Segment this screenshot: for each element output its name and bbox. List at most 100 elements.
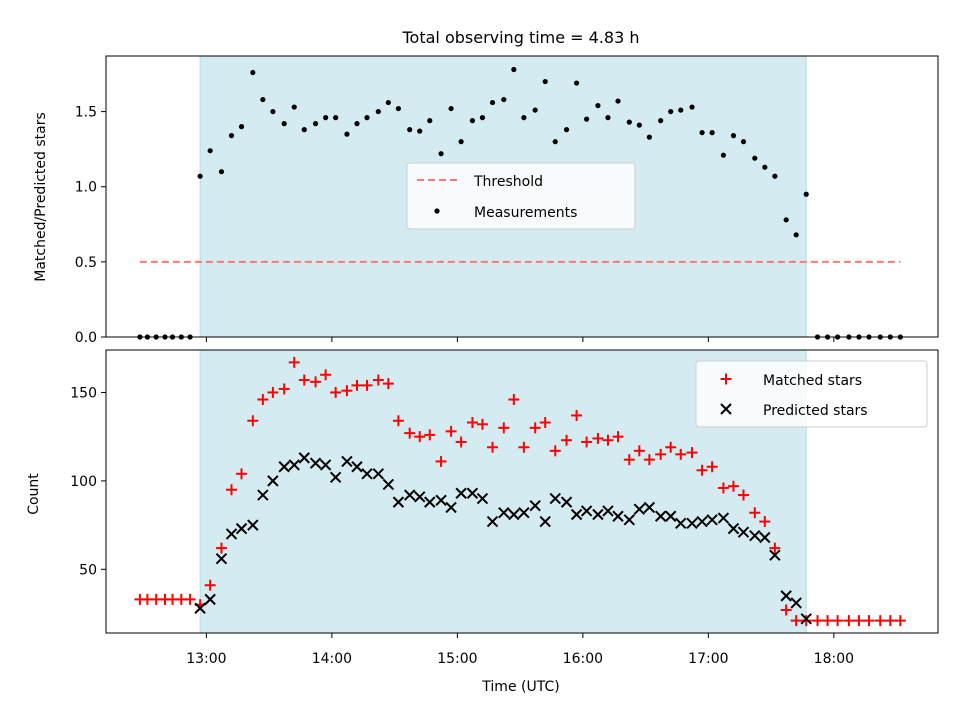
xtick-label: 15:00 — [437, 651, 477, 667]
matched-star-marker — [508, 394, 520, 406]
measurement-point — [228, 133, 235, 139]
predicted-star-marker — [341, 455, 353, 468]
matched-star-marker — [737, 489, 749, 501]
measurement-point — [479, 115, 486, 121]
matched-star-marker — [267, 386, 279, 398]
predicted-star-marker — [288, 459, 300, 471]
bottom-plot-frame — [105, 349, 939, 634]
predicted-star-marker — [706, 514, 718, 526]
measurement-point — [740, 139, 747, 145]
measurement-point — [501, 96, 507, 103]
measurement-point — [793, 232, 799, 238]
measurement-point — [552, 139, 558, 145]
xtick-label: 16:00 — [563, 651, 603, 667]
top-yticks: 0.0 0.5 1.0 1.5 — [75, 105, 106, 346]
predicted-star-marker — [570, 508, 583, 521]
matched-star-marker — [853, 615, 865, 627]
matched-star-marker — [643, 454, 655, 466]
measurement-point — [312, 121, 319, 127]
predicted-star-marker — [278, 461, 290, 473]
top-measurements-layer — [137, 66, 903, 340]
matched-star-marker — [686, 447, 698, 459]
xtick-label: 17:00 — [688, 651, 728, 667]
matched-star-marker — [822, 615, 834, 627]
measurement-point — [636, 122, 642, 128]
legend-matched-marker — [720, 373, 732, 385]
matched-star-marker — [487, 441, 499, 453]
predicted-star-marker — [435, 494, 447, 507]
matched-star-marker — [655, 448, 667, 460]
predicted-star-marker — [790, 597, 802, 609]
measurement-point — [752, 155, 758, 161]
legend-matched-label: Matched stars — [763, 373, 862, 389]
predicted-star-marker — [466, 487, 479, 499]
matched-star-marker — [633, 445, 645, 457]
measurement-point — [270, 108, 276, 115]
measurement-point — [238, 124, 245, 130]
predicted-star-marker — [424, 496, 436, 508]
predicted-star-marker — [194, 602, 206, 614]
xtick-label: 13:00 — [186, 651, 226, 667]
legend-predicted-swatch — [720, 403, 732, 415]
matched-star-marker — [298, 374, 310, 386]
matched-star-marker — [592, 432, 604, 444]
matched-star-marker — [769, 542, 781, 554]
legend-measurements-label: Measurements — [474, 205, 577, 221]
measurement-point — [668, 108, 674, 115]
top-ylabel: Matched/Predicted stars — [33, 112, 49, 282]
predicted-star-marker — [602, 505, 614, 517]
predicted-star-marker — [476, 492, 489, 505]
bottom-legend: Matched stars Predicted stars — [695, 360, 928, 428]
predicted-star-marker — [298, 452, 310, 464]
matched-star-marker — [780, 604, 792, 616]
legend-predicted-label: Predicted stars — [763, 403, 868, 419]
bottom-xticks: 13:00 14:00 15:00 16:00 17:00 18:00 — [186, 633, 854, 667]
measurement-point — [469, 118, 476, 124]
measurement-point — [532, 107, 538, 113]
matched-star-marker — [843, 615, 855, 627]
predicted-star-marker — [737, 526, 750, 538]
ytick-label: 0.5 — [75, 255, 97, 271]
measurement-point — [720, 152, 727, 158]
predicted-star-marker — [749, 530, 761, 542]
matched-star-marker — [435, 455, 447, 467]
matched-star-marker — [696, 464, 708, 476]
predicted-star-marker — [623, 514, 636, 526]
predicted-star-marker — [498, 507, 510, 519]
measurement-point — [803, 191, 809, 197]
top-plot-frame — [105, 55, 939, 338]
top-legend: Threshold Measurements — [406, 162, 636, 230]
predicted-star-marker — [560, 496, 573, 508]
predicted-star-marker — [414, 491, 426, 503]
measurement-point — [301, 127, 307, 133]
top-legend-box — [406, 162, 636, 230]
matched-star-marker — [800, 615, 812, 627]
measurement-point — [772, 173, 778, 179]
measurement-point — [584, 116, 590, 122]
predicted-star-marker — [445, 501, 457, 514]
measurement-point — [207, 148, 213, 154]
matched-star-marker — [561, 434, 573, 446]
measurement-point — [364, 115, 370, 121]
matched-star-marker — [749, 507, 761, 519]
matched-star-marker — [529, 422, 541, 434]
matched-star-marker — [675, 448, 687, 460]
measurement-point — [458, 139, 464, 145]
matched-star-marker — [832, 615, 844, 627]
measurement-point — [626, 119, 632, 125]
predicted-star-marker — [759, 531, 771, 544]
ytick-label: 100 — [70, 474, 97, 490]
matched-star-marker — [581, 436, 593, 448]
predicted-star-marker — [643, 501, 656, 514]
measurement-point — [281, 121, 287, 127]
matched-star-marker — [539, 417, 551, 429]
predicted-star-marker — [633, 503, 646, 515]
measurement-point — [291, 104, 297, 110]
matched-star-marker — [351, 379, 363, 391]
predicted-star-marker — [529, 499, 541, 512]
measurement-point — [218, 169, 225, 175]
measurement-point — [658, 118, 664, 124]
measurement-point — [354, 121, 360, 127]
matched-star-marker — [278, 383, 290, 395]
